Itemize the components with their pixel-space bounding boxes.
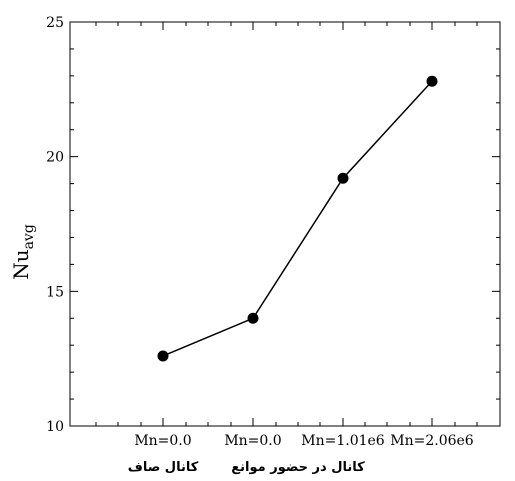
- x-ticks: Mn=0.0 Mn=0.0 Mn=1.01e6 Mn=2.06e6: [95, 22, 478, 449]
- x-category-label: Mn=0.0: [134, 433, 191, 449]
- series: [157, 75, 438, 362]
- group-label: کانال در حضور موانع: [231, 460, 365, 475]
- data-point: [426, 75, 438, 87]
- y-ticks: 10 15 20 25: [46, 15, 500, 435]
- plot-frame: [69, 21, 501, 427]
- y-tick-label: 10: [46, 419, 64, 435]
- x-category-label: Mn=0.0: [224, 433, 281, 449]
- y-tick-label: 15: [46, 284, 64, 300]
- data-point: [157, 350, 169, 362]
- data-point: [337, 172, 349, 184]
- x-category-label: Mn=1.01e6: [301, 433, 385, 449]
- y-axis-label: Nuavg: [9, 224, 37, 280]
- y-tick-label: 25: [46, 15, 64, 31]
- series-line: [162, 80, 433, 357]
- y-axis-label-main: Nu: [9, 249, 33, 280]
- group-labels: کانال صاف کانال در حضور موانع: [128, 460, 365, 475]
- data-point: [247, 312, 259, 324]
- y-axis-label-sub: avg: [21, 224, 37, 249]
- y-tick-label: 20: [46, 150, 64, 166]
- group-label: کانال صاف: [128, 460, 199, 475]
- x-category-label: Mn=2.06e6: [390, 433, 474, 449]
